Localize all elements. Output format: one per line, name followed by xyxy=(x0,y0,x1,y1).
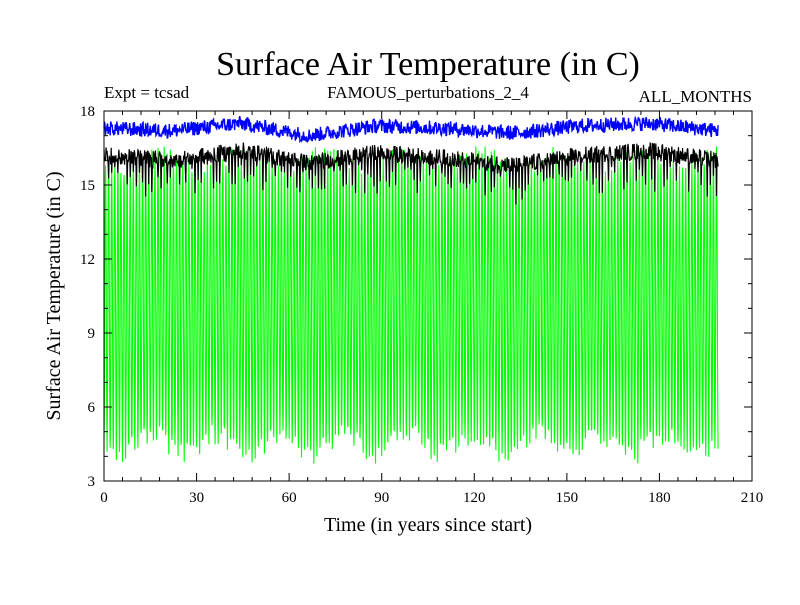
y-tick-label: 15 xyxy=(80,178,95,194)
x-tick-label: 210 xyxy=(741,490,764,506)
x-tick-label: 0 xyxy=(100,490,108,506)
y-tick-label: 9 xyxy=(88,326,96,342)
x-tick-label: 180 xyxy=(648,490,671,506)
plot-frame xyxy=(103,110,753,482)
y-tick-label: 3 xyxy=(88,474,96,490)
x-tick-label: 120 xyxy=(463,490,486,506)
x-axis-label: Time (in years since start) xyxy=(324,514,532,536)
chart-subtitle-center: FAMOUS_perturbations_2_4 xyxy=(327,83,529,102)
x-tick-label: 60 xyxy=(282,490,297,506)
y-axis-label: Surface Air Temperature (in C) xyxy=(43,171,65,420)
x-tick-label: 90 xyxy=(374,490,389,506)
x-tick-label: 150 xyxy=(556,490,579,506)
chart-subtitle-right: ALL_MONTHS xyxy=(639,87,752,106)
series-annual-max-line xyxy=(103,142,719,205)
plot-area xyxy=(103,115,719,464)
series-upper-line xyxy=(103,115,719,144)
chart-subtitle-left: Expt = tcsad xyxy=(104,83,190,102)
y-tick-label: 18 xyxy=(80,104,95,120)
axes: 0 30 60 90 120 150 180 210 3 6 9 12 15 18 xyxy=(80,104,763,506)
chart-title: Surface Air Temperature (in C) xyxy=(216,46,640,83)
x-tick-label: 30 xyxy=(189,490,204,506)
y-tick-label: 6 xyxy=(88,400,96,416)
y-tick-label: 12 xyxy=(80,252,95,268)
series-monthly-line xyxy=(103,146,719,464)
